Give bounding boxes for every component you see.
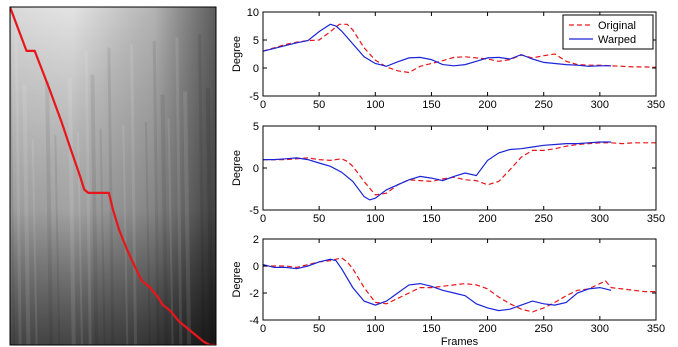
heatmap-streak <box>122 125 129 345</box>
heatmap-streak <box>76 132 83 345</box>
series-line-warped <box>262 23 612 67</box>
heatmap-streak <box>205 88 214 345</box>
axes-frame <box>262 125 657 211</box>
x-tick-label: 300 <box>591 213 609 225</box>
heatmap-panel <box>9 6 217 346</box>
y-tick-label: -2 <box>249 288 259 300</box>
x-tick-label: 0 <box>260 99 266 111</box>
series-line-original <box>262 23 657 74</box>
legend-label-warped: Warped <box>598 34 636 46</box>
heatmap-streaks <box>10 7 214 345</box>
x-tick-label: 200 <box>478 213 496 225</box>
heatmap-streak <box>144 121 151 345</box>
heatmap-streak <box>84 50 92 345</box>
series-line-warped <box>262 258 612 312</box>
x-tick-label: 250 <box>535 323 553 335</box>
heatmap-streak <box>22 84 31 345</box>
x-tick-label: 150 <box>422 213 440 225</box>
x-tick-label: 100 <box>366 213 384 225</box>
heatmap-streak <box>90 74 99 345</box>
y-tick-label: 5 <box>253 121 259 133</box>
series-line-original <box>263 257 656 313</box>
y-tick-label: 5 <box>253 35 259 47</box>
y-axis-label: Degree <box>231 36 243 72</box>
x-tick-label: 300 <box>591 99 609 111</box>
heatmap-streak <box>160 94 169 345</box>
heatmap-streak <box>152 40 160 345</box>
axes-frame <box>262 238 657 321</box>
y-tick-label: 2 <box>253 234 259 246</box>
y-tick-label: 0 <box>253 163 259 175</box>
heatmap-streak <box>54 135 61 345</box>
legend-box <box>562 14 654 50</box>
legend: Original Warped <box>562 14 654 50</box>
y-tick-label: 0 <box>253 261 259 273</box>
x-tick-label: 100 <box>366 99 384 111</box>
x-tick-label: 150 <box>422 99 440 111</box>
heatmap-streak <box>31 138 38 345</box>
legend-label-original: Original <box>598 20 636 32</box>
warping-path <box>10 7 216 345</box>
y-tick-label: -4 <box>249 315 259 327</box>
y-axis-label: Degree <box>231 150 243 186</box>
plot-panel-1: 0 50 100 150 200 250 300 350-50510DegreeOrigina… <box>231 7 665 111</box>
y-tick-label: -5 <box>249 205 259 217</box>
series-line-original <box>263 142 656 196</box>
x-tick-label: 0 <box>260 323 266 335</box>
x-tick-label: 150 <box>422 323 440 335</box>
heatmap-streak <box>99 128 106 345</box>
series-line-warped <box>263 141 612 201</box>
heatmap-streak <box>198 34 206 345</box>
axes-frame <box>262 11 657 97</box>
x-tick-label: 300 <box>591 323 609 335</box>
x-tick-label: 250 <box>535 99 553 111</box>
heatmap-horizontal-shade <box>10 7 216 345</box>
y-tick-label: -5 <box>249 91 259 103</box>
x-tick-label: 250 <box>535 213 553 225</box>
heatmap-streak <box>183 91 192 345</box>
x-tick-label: 0 <box>260 213 266 225</box>
x-tick-label: 350 <box>647 323 665 335</box>
y-tick-label: 10 <box>247 7 259 19</box>
heatmap-streak <box>175 37 183 345</box>
x-tick-label: 200 <box>478 323 496 335</box>
heatmap-streak <box>167 118 174 345</box>
heatmap-streak <box>107 47 115 345</box>
x-tick-label: 200 <box>478 99 496 111</box>
heatmap-frame <box>9 6 217 346</box>
heatmap-streak <box>130 44 138 345</box>
x-axis-label: Frames <box>441 336 479 347</box>
x-tick-label: 350 <box>647 99 665 111</box>
plot-panel-3: 0 50 100 150 200 250 300 350 -4 -2 0 2 Degree Frames <box>231 234 665 347</box>
x-tick-label: 50 <box>313 213 325 225</box>
x-tick-label: 50 <box>313 323 325 335</box>
heatmap-streak <box>14 30 22 345</box>
x-tick-label: 100 <box>366 323 384 335</box>
y-tick-label: 0 <box>253 63 259 75</box>
heatmap-streak <box>10 7 15 345</box>
heatmap-streak <box>45 81 54 345</box>
x-tick-label: 50 <box>313 99 325 111</box>
y-axis-label: Degree <box>231 261 243 297</box>
heatmap-streak <box>67 77 76 345</box>
x-tick-label: 350 <box>647 213 665 225</box>
